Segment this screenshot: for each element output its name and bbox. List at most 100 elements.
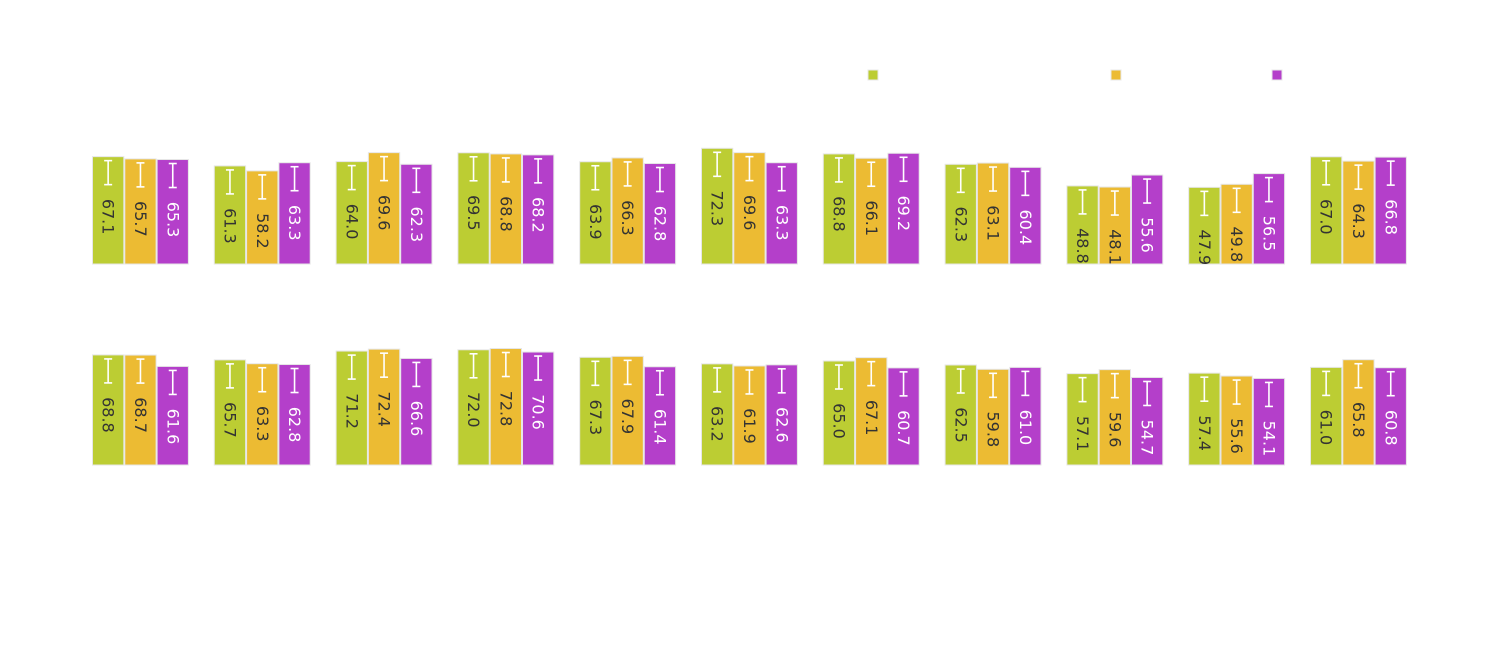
data-label: 62.3 (407, 207, 426, 243)
data-label: 58.2 (253, 213, 272, 249)
error-bar (136, 162, 145, 188)
error-bar (168, 162, 177, 189)
bar-group-3: 71.2 72.4 66.6 (335, 348, 433, 466)
error-bar (469, 352, 478, 379)
bar-series-a (944, 364, 977, 466)
error-bar (412, 361, 421, 388)
error-bar (258, 366, 267, 393)
data-label: 72.8 (496, 391, 515, 427)
error-bar (469, 156, 478, 182)
error-bar (745, 155, 754, 182)
data-label: 63.9 (586, 204, 605, 240)
data-label: 69.5 (464, 195, 483, 231)
error-bar (713, 367, 722, 393)
data-label: 61.0 (1317, 410, 1336, 446)
data-label: 61.4 (650, 409, 669, 445)
data-label: 67.1 (862, 400, 881, 436)
data-label: 59.6 (1105, 412, 1124, 448)
error-bar (591, 360, 600, 387)
error-bar (834, 157, 843, 183)
legend-swatch-1 (867, 69, 879, 81)
data-label: 47.9 (1195, 230, 1214, 266)
bar-group-8: 62.3 63.1 60.4 (944, 162, 1042, 265)
error-bar (899, 156, 908, 183)
legend (867, 69, 1283, 81)
error-bar (534, 158, 543, 184)
error-bar (623, 359, 632, 386)
bar-group-5: 67.3 67.9 61.4 (579, 355, 677, 466)
error-bar (1232, 379, 1241, 405)
data-label: 48.8 (1073, 228, 1092, 264)
bar-group-2: 61.3 58.2 63.3 (213, 162, 311, 265)
error-bar (777, 368, 786, 394)
error-bar (1354, 362, 1363, 389)
legend-swatch-3 (1271, 69, 1283, 81)
data-label: 66.1 (862, 200, 881, 236)
error-bar (1110, 190, 1119, 216)
bar-group-2: 65.7 63.3 62.8 (213, 359, 311, 466)
error-bar (412, 167, 421, 194)
data-label: 67.3 (586, 400, 605, 436)
bar-group-10: 47.9 49.8 56.5 (1188, 173, 1286, 266)
bar-group-7: 65.0 67.1 60.7 (822, 357, 920, 466)
data-label: 68.8 (829, 196, 848, 232)
data-label: 66.8 (1381, 199, 1400, 235)
data-label: 54.1 (1259, 421, 1278, 457)
bar-group-9: 57.1 59.6 54.7 (1066, 369, 1164, 466)
data-label: 62.3 (951, 207, 970, 243)
data-label: 60.4 (1016, 210, 1035, 246)
error-bar (225, 363, 234, 389)
data-label: 55.6 (1227, 418, 1246, 454)
data-label: 70.6 (529, 394, 548, 430)
data-label: 72.3 (708, 191, 727, 227)
bar-group-11: 61.0 65.8 60.8 (1310, 359, 1407, 466)
data-label: 65.3 (163, 202, 182, 238)
chart-panel-bottom: 68.8 68.7 61.6 65.7 63.3 62.8 71.2 72.4 66.6 72.0… (92, 348, 1407, 466)
error-bar (956, 368, 965, 394)
error-bar (989, 372, 998, 399)
bar-group-5: 63.9 66.3 62.8 (579, 157, 677, 265)
data-label: 72.0 (464, 392, 483, 428)
error-bar (104, 159, 113, 186)
error-bar (777, 165, 786, 192)
bar-group-11: 67.0 64.3 66.8 (1310, 156, 1407, 265)
data-label: 65.0 (829, 403, 848, 439)
bar-group-9: 48.8 48.1 55.6 (1066, 174, 1164, 265)
data-label: 66.6 (407, 401, 426, 437)
data-label: 65.7 (220, 402, 239, 438)
data-label: 61.6 (163, 409, 182, 445)
error-bar (867, 161, 876, 188)
data-label: 68.2 (529, 197, 548, 233)
error-bar (380, 155, 389, 182)
error-bar (1143, 380, 1152, 407)
data-label: 69.6 (375, 195, 394, 231)
bar-group-6: 72.3 69.6 63.3 (701, 147, 798, 265)
data-label: 60.7 (894, 410, 913, 446)
error-bar (1354, 164, 1363, 190)
data-label: 63.3 (772, 205, 791, 241)
bar-group-6: 63.2 61.9 62.6 (701, 363, 798, 466)
legend-swatch-2 (1110, 69, 1122, 81)
data-label: 57.4 (1195, 415, 1214, 451)
data-label: 61.9 (740, 408, 759, 444)
data-label: 68.8 (496, 196, 515, 232)
data-label: 48.1 (1105, 229, 1124, 265)
data-label: 65.8 (1349, 402, 1368, 438)
error-bar (1232, 187, 1241, 214)
error-bar (956, 167, 965, 194)
data-label: 49.8 (1227, 227, 1246, 263)
bar-group-10: 57.4 55.6 54.1 (1188, 372, 1286, 466)
data-label: 61.3 (220, 208, 239, 244)
data-label: 69.2 (894, 195, 913, 231)
error-bar (1322, 370, 1331, 397)
error-bar (1386, 160, 1395, 186)
data-label: 63.3 (285, 205, 304, 241)
data-label: 62.5 (951, 407, 970, 443)
data-label: 72.4 (375, 391, 394, 427)
error-bar (1021, 370, 1030, 397)
error-bar (989, 166, 998, 192)
data-label: 57.1 (1073, 416, 1092, 452)
bar-group-1: 68.8 68.7 61.6 (92, 354, 189, 466)
error-bar (1386, 370, 1395, 397)
